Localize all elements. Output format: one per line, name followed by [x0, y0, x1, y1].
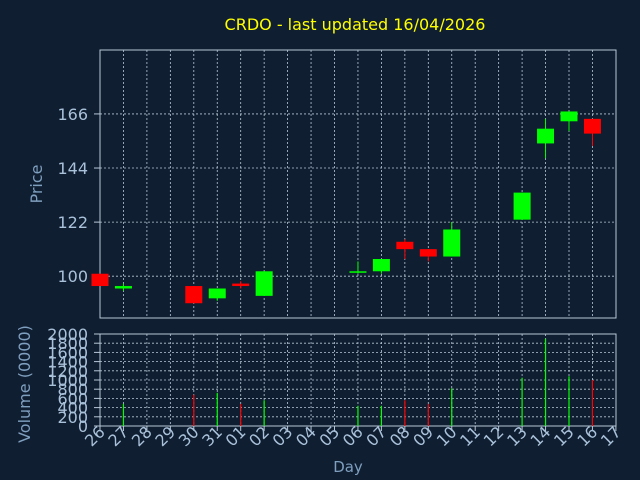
candle-body	[560, 111, 578, 122]
volume-ytick-label: 1800	[47, 334, 88, 353]
volume-ytick-label: 2000	[47, 325, 88, 344]
volume-ytick-label: 1600	[47, 343, 88, 362]
candle-body	[114, 286, 132, 289]
price-ytick-label: 166	[57, 105, 88, 124]
candle-body	[513, 192, 531, 220]
candle-body	[419, 249, 437, 257]
chart-title: CRDO - last updated 16/04/2026	[225, 15, 486, 34]
candle-body	[372, 258, 390, 272]
volume-ytick-label: 600	[57, 389, 88, 408]
price-axis-label: Price	[27, 164, 46, 203]
volume-ytick-label: 0	[78, 417, 88, 436]
candle-body	[185, 286, 203, 304]
candle-body	[208, 288, 226, 299]
x-axis-label: Day	[333, 458, 363, 476]
volume-axis-label: Volume (0000)	[15, 325, 34, 443]
volume-ytick-label: 1400	[47, 353, 88, 372]
price-ytick-label: 144	[57, 159, 88, 178]
candle-body	[443, 229, 461, 257]
price-ytick-label: 122	[57, 213, 88, 232]
candle-body	[583, 118, 601, 134]
candle-body	[91, 273, 109, 287]
candle-body	[349, 271, 367, 273]
candle-body	[232, 283, 250, 287]
candle-body	[255, 271, 273, 296]
candle-body	[396, 241, 414, 250]
volume-ytick-label: 200	[57, 408, 88, 427]
volume-ytick-label: 800	[57, 380, 88, 399]
volume-ytick-label: 1000	[47, 371, 88, 390]
volume-ytick-label: 1200	[47, 362, 88, 381]
x-tick-label: 17	[597, 422, 625, 450]
price-ytick-label: 100	[57, 267, 88, 286]
candle-body	[537, 128, 555, 144]
volume-ytick-label: 400	[57, 399, 88, 418]
